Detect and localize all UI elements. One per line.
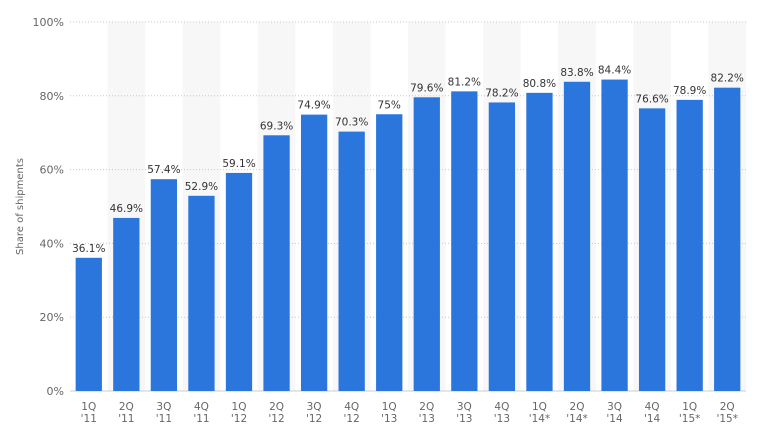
data-label: 70.3% [335,117,368,129]
x-tick-label: 2Q [119,401,134,413]
data-label: 82.2% [711,73,744,85]
x-tick-label-year: '11 [118,413,134,425]
bar [714,87,741,391]
data-label: 81.2% [448,76,481,88]
x-tick-label: 3Q [457,401,472,413]
bar [300,114,328,391]
data-label: 52.9% [185,181,218,193]
x-tick-label: 2Q [570,401,585,413]
bar [638,108,666,391]
x-tick-label: 3Q [156,401,171,413]
data-label: 80.8% [523,78,556,90]
x-tick-label: 1Q [232,401,247,413]
x-tick-label: 2Q [269,401,284,413]
x-tick-label-year: '11 [81,413,97,425]
x-tick-label: 3Q [607,401,622,413]
x-tick-label: 4Q [494,401,509,413]
bar [413,97,440,391]
x-tick-label-year: '14 [606,413,623,425]
bar [563,81,591,391]
data-label: 74.9% [297,100,330,112]
data-label: 84.4% [598,65,631,77]
bar [488,102,516,391]
y-tick-label: 40% [40,237,64,250]
data-label: 36.1% [72,243,105,255]
data-label: 78.2% [485,87,518,99]
y-tick-label: 20% [40,311,64,324]
x-tick-label: 3Q [307,401,322,413]
x-tick-label-year: '15* [679,413,701,425]
x-tick-label: 1Q [682,401,697,413]
bar [188,195,215,391]
x-tick-label-year: '15* [716,413,738,425]
x-tick-label: 4Q [645,401,660,413]
x-tick-label-year: '14* [566,413,588,425]
bar [526,92,553,392]
x-tick-label-year: '13 [419,413,435,425]
x-tick-label: 1Q [81,401,96,413]
x-tick-label-year: '12 [268,413,284,425]
x-tick-label: 2Q [419,401,434,413]
bar [451,91,478,391]
x-tick-label: 2Q [720,401,735,413]
x-tick-label: 1Q [382,401,397,413]
x-tick-label-year: '12 [231,413,247,425]
bar [150,179,178,391]
x-tick-label: 4Q [194,401,209,413]
x-tick-label-year: '12 [344,413,360,425]
x-tick-label-year: '13 [381,413,397,425]
x-tick-label-year: '11 [156,413,172,425]
x-tick-label-year: '13 [494,413,510,425]
x-tick-label: 1Q [532,401,547,413]
data-label: 59.1% [222,158,255,170]
x-tick-label-year: '11 [193,413,209,425]
bar [601,79,628,392]
data-label: 75% [378,99,401,111]
y-tick-label: 100% [33,16,64,29]
data-label: 69.3% [260,120,293,132]
x-tick-label-year: '14* [529,413,551,425]
data-label: 46.9% [110,203,143,215]
bar [376,114,403,391]
bar [338,131,365,391]
data-label: 76.6% [635,93,668,105]
y-tick-label: 0% [47,385,64,398]
data-label: 57.4% [147,164,180,176]
bar [225,172,253,391]
x-tick-label-year: '12 [306,413,322,425]
x-tick-label-year: '13 [456,413,472,425]
y-tick-label: 60% [40,164,64,177]
bar [676,99,703,391]
data-label: 78.9% [673,85,706,97]
bar [113,217,140,391]
y-axis-title: Share of shipments [15,158,26,255]
y-tick-label: 80% [40,90,64,103]
x-tick-label: 4Q [344,401,359,413]
bar [75,257,102,391]
data-label: 83.8% [560,67,593,79]
bar [263,135,290,391]
x-tick-label-year: '14 [644,413,661,425]
data-label: 79.6% [410,82,443,94]
